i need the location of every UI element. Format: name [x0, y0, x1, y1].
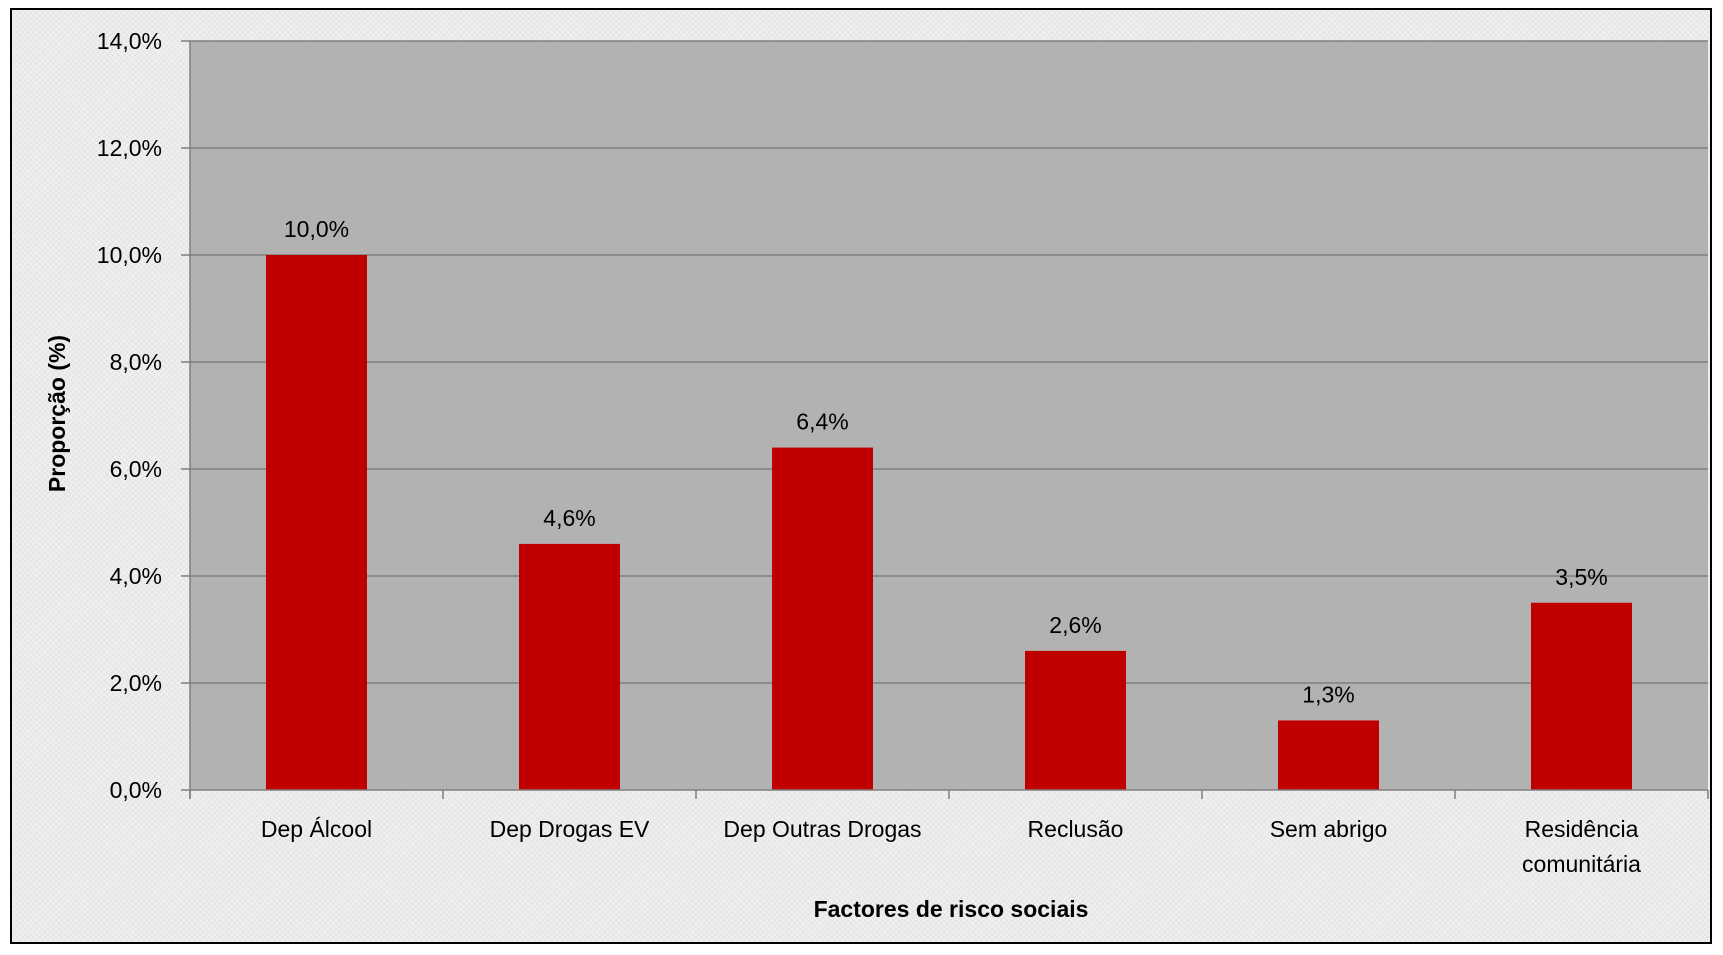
y-tick-label: 6,0%	[110, 456, 162, 482]
y-tick-label: 4,0%	[110, 563, 162, 589]
x-axis-title: Factores de risco sociais	[814, 896, 1089, 922]
y-tick-label: 14,0%	[97, 28, 162, 54]
x-tick-label: Reclusão	[1028, 816, 1124, 842]
bar	[1278, 720, 1379, 790]
y-tick-label: 10,0%	[97, 242, 162, 268]
x-tick-labels: Dep Álcool Dep Drogas EV Dep Outras Drogas…	[261, 816, 1641, 877]
bars	[266, 255, 1632, 790]
y-tick-label: 2,0%	[110, 670, 162, 696]
y-tick-labels: 0,0% 2,0% 4,0% 6,0% 8,0% 10,0% 12,0% 14,0%	[97, 28, 162, 803]
bar	[1531, 602, 1632, 790]
data-label: 2,6%	[1049, 612, 1101, 638]
data-label: 1,3%	[1302, 681, 1354, 707]
bar	[266, 255, 367, 790]
gridlines	[190, 40, 1708, 684]
y-tick-label: 12,0%	[97, 135, 162, 161]
data-label: 3,5%	[1555, 564, 1607, 590]
bar	[1025, 650, 1126, 790]
axes	[181, 40, 1709, 799]
bar	[772, 447, 873, 790]
data-labels: 10,0% 4,6% 6,4% 2,6% 1,3% 3,5%	[284, 216, 1608, 707]
bar	[519, 543, 620, 790]
y-tick-label: 8,0%	[110, 349, 162, 375]
x-tick-label: Residência comunitária	[1522, 816, 1641, 877]
y-axis-title: Proporção (%)	[44, 335, 70, 492]
x-tick-label: Dep Outras Drogas	[723, 816, 921, 842]
x-tick-label: Sem abrigo	[1270, 816, 1388, 842]
x-tick-label: Dep Álcool	[261, 816, 372, 842]
plot-area	[190, 41, 1708, 790]
data-label: 6,4%	[796, 409, 848, 435]
y-tick-label: 0,0%	[110, 777, 162, 803]
x-tick-label: Dep Drogas EV	[490, 816, 650, 842]
data-label: 4,6%	[543, 505, 595, 531]
data-label: 10,0%	[284, 216, 349, 242]
